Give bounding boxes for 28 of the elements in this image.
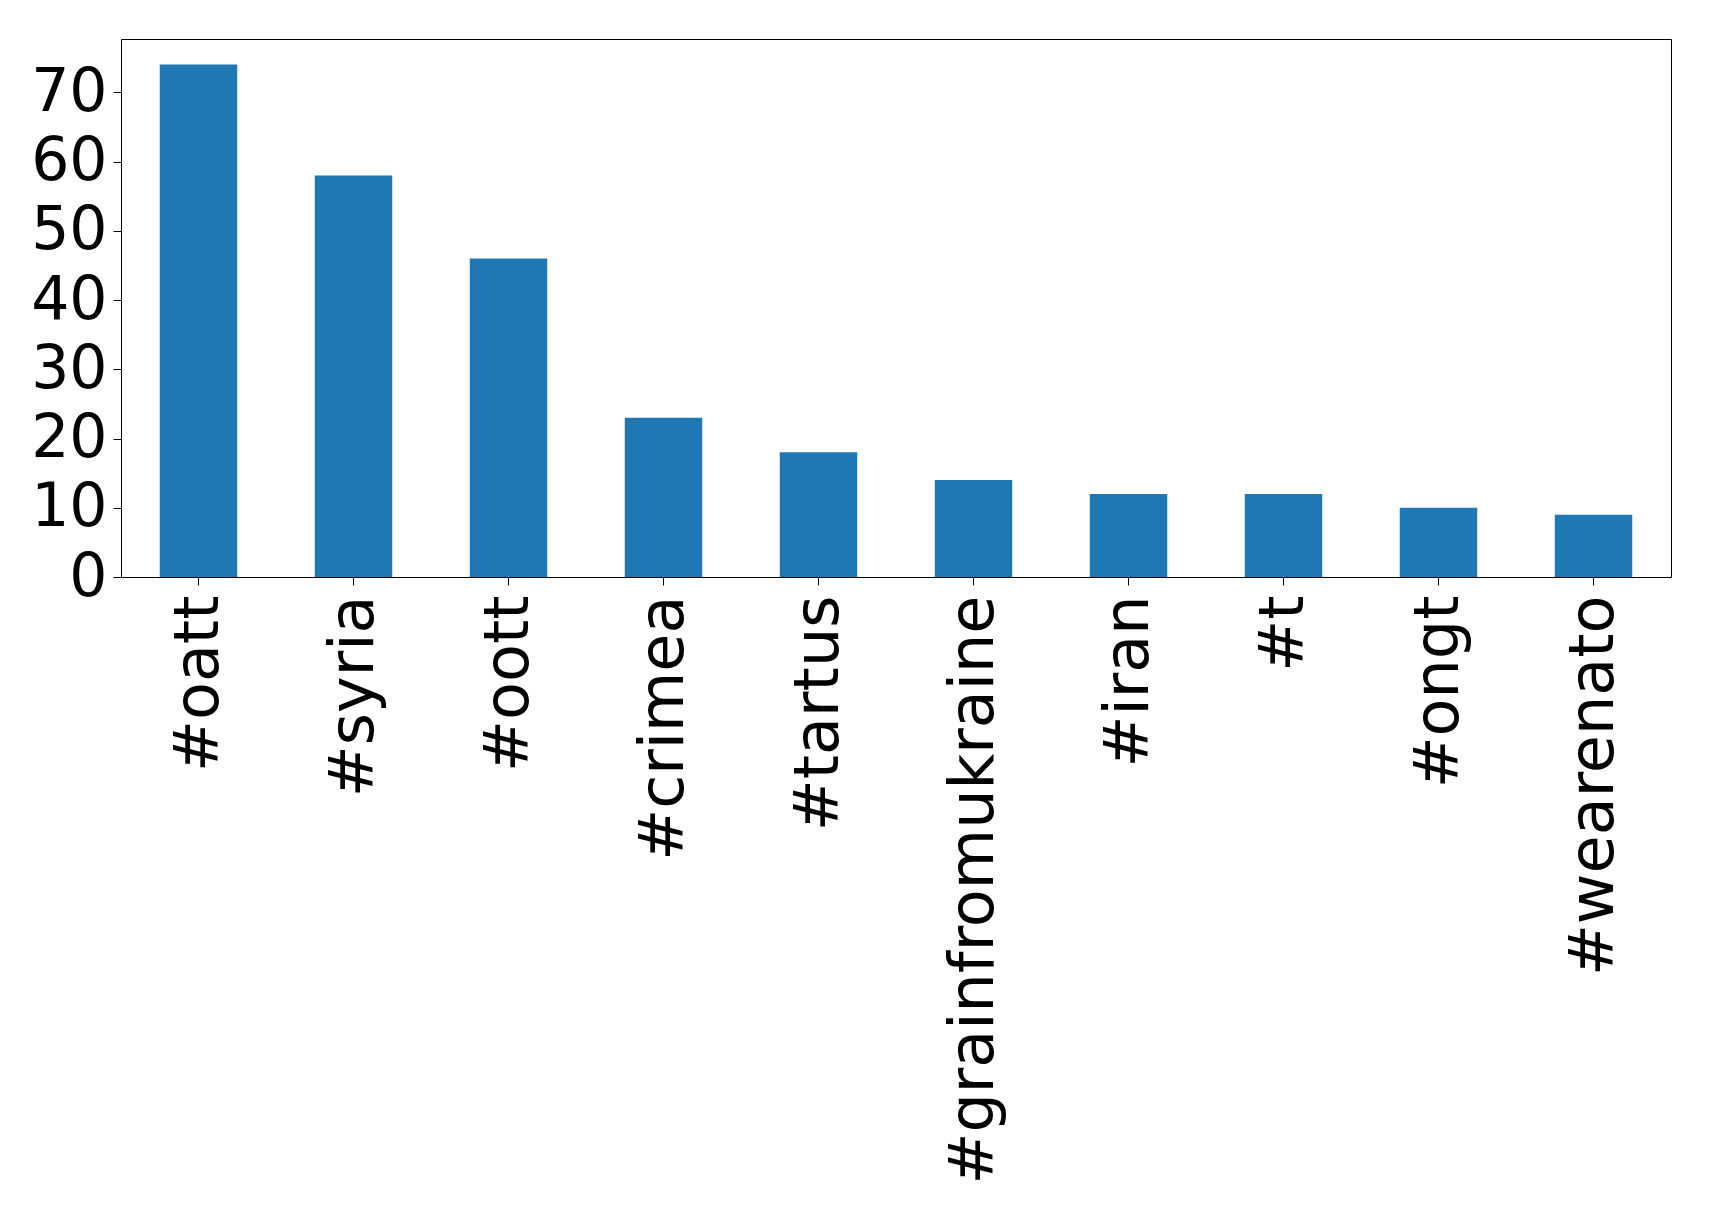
x-tick-label: #crimea (624, 595, 698, 861)
bar (1554, 514, 1633, 577)
x-tick-label: #grainfromukraine (934, 595, 1008, 1185)
x-tick-label: #iran (1089, 595, 1163, 768)
bar (1244, 493, 1323, 577)
y-tick-label: 10 (31, 470, 108, 541)
bar (1089, 493, 1168, 577)
x-tick-label: #oatt (159, 595, 233, 772)
x-tick-label: #syria (314, 595, 388, 798)
bar (469, 258, 548, 577)
y-tick-label: 50 (31, 193, 108, 264)
bar (779, 452, 858, 577)
y-tick-label: 30 (31, 331, 108, 402)
x-tick-label: #ongt (1399, 595, 1473, 789)
x-tick-label: #oott (469, 595, 543, 772)
bar (934, 480, 1013, 577)
x-tick-label: #wearenato (1554, 595, 1628, 977)
x-tick-label: #tartus (779, 595, 853, 832)
bar (1399, 507, 1478, 577)
y-tick-label: 40 (31, 262, 108, 333)
y-tick-label: 0 (69, 539, 108, 610)
y-tick-label: 60 (31, 124, 108, 195)
x-tick-label: #t (1244, 595, 1318, 672)
bar (159, 64, 238, 577)
bar (624, 417, 703, 577)
bar (314, 175, 393, 577)
y-tick-label: 20 (31, 401, 108, 472)
y-tick-label: 70 (31, 54, 108, 125)
